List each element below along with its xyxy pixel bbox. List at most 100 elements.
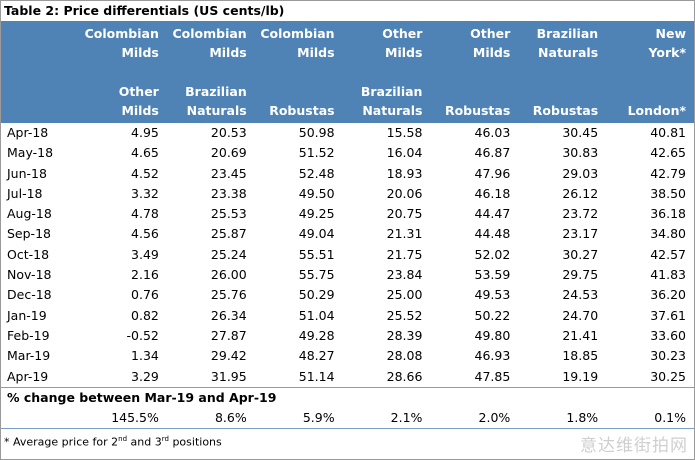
value-cell: 46.03 <box>474 125 511 140</box>
value-cell: 1.34 <box>131 348 159 364</box>
value-cell: 34.80 <box>650 226 687 242</box>
table-row: Apr-19 3.29 31.95 51.14 28.66 47.85 19.19 30.25 <box>1 367 694 388</box>
footnote-sup-1: nd <box>118 435 128 444</box>
footnote: * Average price for 2nd and 3rd position… <box>1 429 694 450</box>
value-cell: 25.00 <box>386 287 423 303</box>
value-cell: -0.52 <box>126 327 159 343</box>
header-bottom-cell: Robustas <box>430 80 519 123</box>
header-top-cell: Colombian Milds <box>166 21 255 80</box>
month-cell: Oct-18 <box>7 246 50 262</box>
value-cell: 42.65 <box>650 145 687 161</box>
table-row: Dec-18 0.76 25.76 50.29 25.00 49.53 24.53 36.20 <box>1 285 694 305</box>
value-cell: 44.48 <box>474 226 511 242</box>
table-row: Mar-19 1.34 29.42 48.27 28.08 46.93 18.85 30.23 <box>1 346 694 366</box>
header-bottom-cell: London* <box>606 80 695 123</box>
table-body: Apr-18 4.95 20.53 50.98 15.58 46.03 30.45 40.81… <box>1 123 695 430</box>
header-bottom-cell: Robustas <box>254 80 343 123</box>
table-row: Nov-18 2.16 26.00 55.75 23.84 53.59 29.75 41.83 <box>1 265 694 285</box>
table-row: Jun-18 4.52 23.45 52.48 18.93 47.96 29.03 42.79 <box>1 164 694 184</box>
footnote-text-1: * Average price for 2 <box>4 436 119 450</box>
value-cell: 4.78 <box>131 206 159 222</box>
change-value-cell: 8.6% <box>166 408 255 430</box>
value-cell: 46.93 <box>474 348 511 364</box>
value-cell: 40.81 <box>650 125 687 140</box>
value-cell: 29.75 <box>562 267 599 283</box>
value-cell: 48.27 <box>298 348 335 364</box>
header-bottom-cell: Other Milds <box>79 80 167 123</box>
value-cell: 15.58 <box>386 125 423 140</box>
value-cell: 49.50 <box>298 185 335 201</box>
value-cell: 33.60 <box>650 327 687 343</box>
value-cell: 4.95 <box>131 125 159 140</box>
value-cell: 55.75 <box>298 267 335 283</box>
value-cell: 26.00 <box>210 267 247 283</box>
change-label: % change between Mar-19 and Apr-19 <box>1 386 695 409</box>
table-row: Jul-18 3.32 23.38 49.50 20.06 46.18 26.12 38.50 <box>1 184 694 204</box>
change-blank-cell <box>1 408 79 430</box>
value-cell: 36.18 <box>650 206 687 222</box>
value-cell: 28.08 <box>386 348 423 364</box>
month-cell: Aug-18 <box>7 206 52 222</box>
value-cell: 21.75 <box>386 246 423 262</box>
value-cell: 24.70 <box>562 307 599 323</box>
header-top-cell: Colombian Milds <box>254 21 343 80</box>
month-cell: May-18 <box>7 145 54 161</box>
footnote-sup-2: rd <box>161 435 169 444</box>
value-cell: 46.87 <box>474 145 511 161</box>
value-cell: 29.42 <box>210 348 247 364</box>
value-cell: 28.66 <box>386 368 423 384</box>
footnote-text-2: and 3 <box>127 436 162 450</box>
value-cell: 49.04 <box>298 226 335 242</box>
value-cell: 19.19 <box>562 368 599 384</box>
value-cell: 3.49 <box>131 246 159 262</box>
value-cell: 36.20 <box>650 287 687 303</box>
header-top-cell: Other Milds <box>342 21 431 80</box>
month-cell: Apr-18 <box>7 125 49 140</box>
value-cell: 29.03 <box>562 165 599 181</box>
header-row-top: Colombian Milds Colombian Milds Colombian Mil… <box>1 21 695 80</box>
value-cell: 49.28 <box>298 327 335 343</box>
header-top-cell <box>1 21 79 80</box>
value-cell: 20.06 <box>386 185 423 201</box>
value-cell: 20.69 <box>210 145 247 161</box>
value-cell: 44.47 <box>474 206 511 222</box>
value-cell: 30.45 <box>562 125 599 140</box>
table-title: Table 2: Price differentials (US cents/l… <box>1 1 694 21</box>
month-cell: Jun-18 <box>7 165 47 181</box>
value-cell: 53.59 <box>474 267 511 283</box>
table-row: Oct-18 3.49 25.24 55.51 21.75 52.02 30.27 42.57 <box>1 245 694 265</box>
value-cell: 0.82 <box>131 307 159 323</box>
value-cell: 52.48 <box>298 165 335 181</box>
value-cell: 26.12 <box>562 185 599 201</box>
value-cell: 30.25 <box>650 368 687 384</box>
value-cell: 42.57 <box>650 246 687 262</box>
value-cell: 23.38 <box>210 185 247 201</box>
value-cell: 4.52 <box>131 165 159 181</box>
change-values-row: 145.5% 8.6% 5.9% 2.1% 2.0% 1.8% 0.1% <box>1 408 695 430</box>
change-value-cell: 5.9% <box>254 408 343 430</box>
footnote-text-3: positions <box>168 436 222 450</box>
value-cell: 41.83 <box>650 267 687 283</box>
value-cell: 31.95 <box>210 368 247 384</box>
month-cell: Jan-19 <box>7 307 47 323</box>
value-cell: 30.27 <box>562 246 599 262</box>
header-bottom-cell: Brazilian Naturals <box>166 80 255 123</box>
month-cell: Apr-19 <box>7 368 49 384</box>
value-cell: 27.87 <box>210 327 247 343</box>
value-cell: 24.53 <box>562 287 599 303</box>
value-cell: 30.83 <box>562 145 599 161</box>
header-bottom-cell: Brazilian Naturals <box>342 80 431 123</box>
month-cell: Sep-18 <box>7 226 51 242</box>
value-cell: 25.76 <box>210 287 247 303</box>
value-cell: 25.53 <box>210 206 247 222</box>
watermark: 意达维街拍网 <box>580 436 688 456</box>
value-cell: 51.52 <box>298 145 335 161</box>
value-cell: 42.79 <box>650 165 687 181</box>
month-cell: Feb-19 <box>7 327 50 343</box>
change-value-cell: 2.1% <box>342 408 431 430</box>
header-top-cell: New York* <box>606 21 695 80</box>
value-cell: 21.41 <box>562 327 599 343</box>
value-cell: 47.96 <box>474 165 511 181</box>
value-cell: 26.34 <box>210 307 247 323</box>
